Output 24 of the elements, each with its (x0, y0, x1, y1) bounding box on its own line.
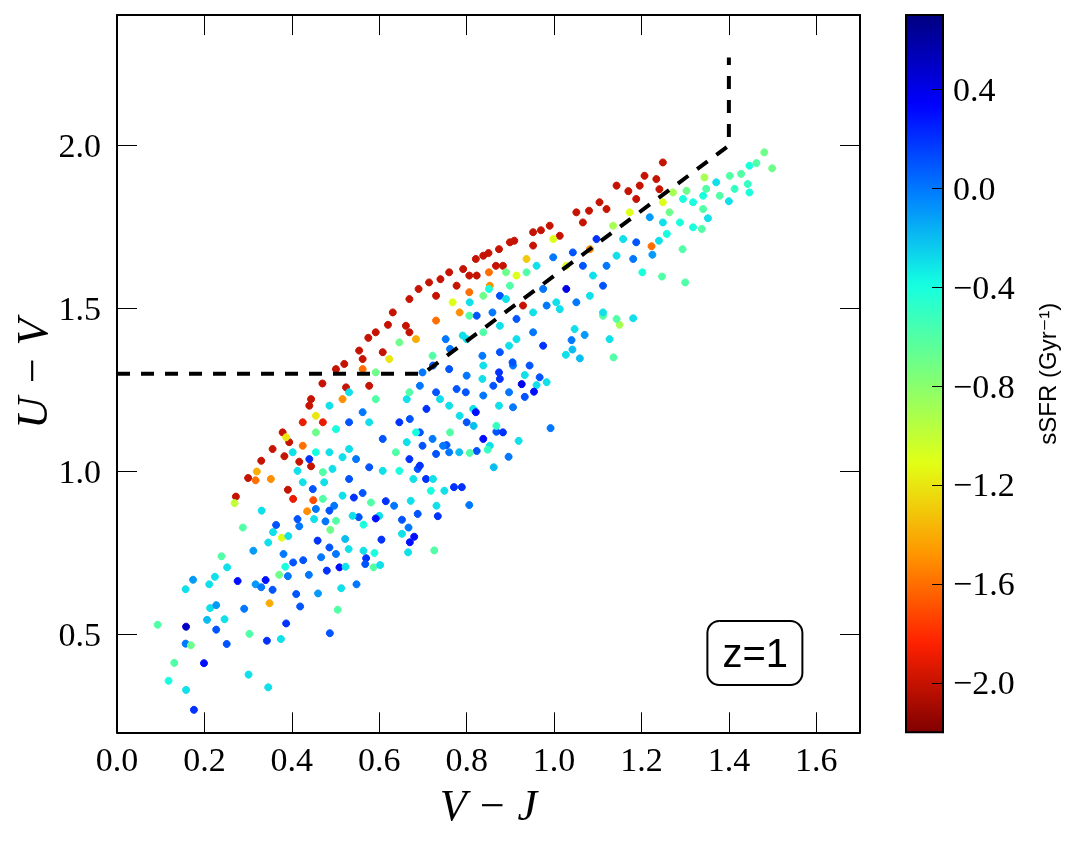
color-bar-label: 0.0 (953, 169, 996, 207)
x-tick-label: 1.4 (707, 740, 751, 778)
color-bar-label: −0.8 (953, 367, 1015, 405)
x-tick-label: 1.2 (620, 740, 663, 778)
color-bar-label: −1.2 (953, 466, 1015, 504)
x-axis-title: V − J (439, 780, 540, 830)
x-tick-label: 0.6 (357, 740, 401, 778)
y-tick-label: 0.5 (58, 616, 101, 653)
y-tick-label: 1.5 (58, 290, 101, 327)
color-bar-label: −2.0 (953, 664, 1015, 702)
x-tick-label: 0.8 (445, 740, 488, 778)
annotation: z=1 (722, 631, 788, 675)
color-bar-title: sSFR (Gyr⁻¹) (1033, 302, 1061, 445)
y-axis-title: U − V (7, 313, 57, 429)
x-tick-label: 1.6 (795, 740, 838, 778)
y-tick-label: 1.0 (58, 453, 101, 490)
y-tick-label: 2.0 (58, 127, 101, 164)
x-tick-label: 0.4 (270, 740, 314, 778)
x-tick-label: 0.0 (95, 740, 139, 778)
color-bar-label: 0.4 (953, 70, 996, 108)
x-tick-label: 0.2 (183, 740, 226, 778)
x-tick-label: 1.0 (532, 740, 576, 778)
color-bar-label: −1.6 (953, 565, 1015, 603)
color-bar-label: −0.4 (953, 268, 1015, 306)
